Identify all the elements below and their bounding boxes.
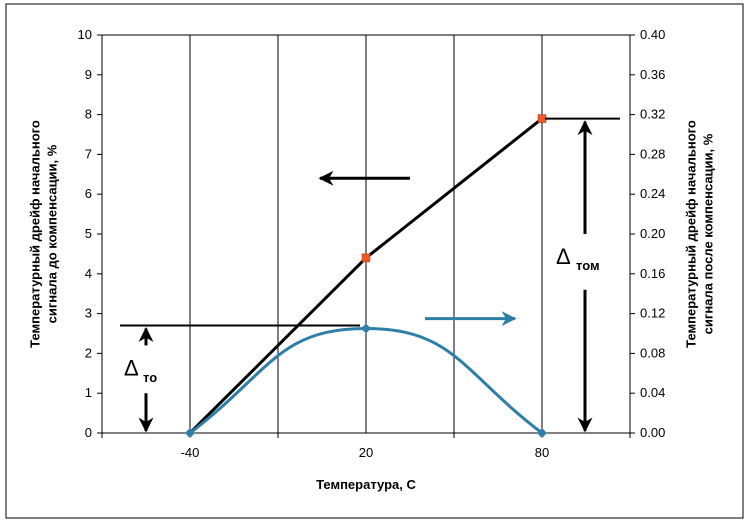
y-left-tick-label: 2 [85,345,92,360]
y-right-tick-label: 0.20 [640,226,665,241]
y-left-tick-label: 5 [85,226,92,241]
series-right-point [537,428,547,438]
y-left-tick-label: 8 [85,107,92,122]
y-left-tick-label: 1 [85,385,92,400]
y-left-axis-title-line: Температурный дрейф начального [28,120,43,348]
delta-right-subscript: том [576,258,600,273]
y-right-tick-label: 0.32 [640,107,665,122]
y-left-tick-label: 9 [85,67,92,82]
y-right-tick-label: 0.00 [640,425,665,440]
y-right-tick-label: 0.16 [640,266,665,281]
series-right-point [361,323,371,334]
series-left-point [361,253,371,263]
y-left-tick-label: 3 [85,306,92,321]
delta-left-subscript: то [143,370,157,385]
y-right-tick-label: 0.28 [640,146,665,161]
series-left-point [537,114,547,123]
y-left-tick-label: 10 [78,27,92,42]
x-tick-label: 80 [535,445,549,460]
y-right-axis-title-line: Температурный дрейф начального [684,120,699,348]
x-tick-label: 20 [359,445,373,460]
y-left-axis-title: Температурный дрейф начального сигнала до… [28,120,60,348]
y-right-axis-title-line: сигнала после компенсации, % [701,133,716,334]
delta-right-symbol: Δ [556,244,571,269]
x-axis-title: Температура, С [316,477,416,492]
y-right-tick-label: 0.08 [640,345,665,360]
chart-frame [5,3,744,519]
y-right-tick-label: 0.04 [640,385,665,400]
delta-left-symbol: Δ [124,355,139,380]
y-left-tick-label: 6 [85,186,92,201]
y-right-tick-label: 0.36 [640,67,665,82]
y-left-tick-label: 4 [85,266,92,281]
y-left-axis-title-line: сигнала до компенсации, % [45,144,60,323]
series-right-point [185,428,195,438]
y-right-tick-label: 0.24 [640,186,665,201]
y-right-tick-label: 0.12 [640,306,665,321]
x-tick-label: -40 [181,445,200,460]
y-left-tick-label: 7 [85,146,92,161]
y-right-axis-title: Температурный дрейф начального сигнала по… [684,120,716,348]
y-left-tick-label: 0 [85,425,92,440]
y-right-tick-label: 0.40 [640,27,665,42]
